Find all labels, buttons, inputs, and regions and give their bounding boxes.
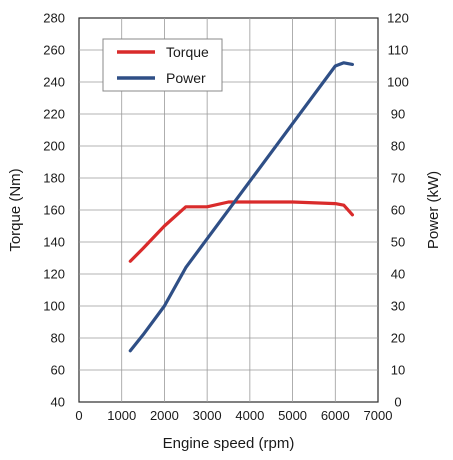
y2-tick-label: 50 bbox=[391, 235, 405, 250]
y2-tick-label: 20 bbox=[391, 331, 405, 346]
y-tick-label: 220 bbox=[43, 107, 65, 122]
y-tick-label: 120 bbox=[43, 267, 65, 282]
y2-tick-label: 70 bbox=[391, 171, 405, 186]
y2-axis-ticks: 0 10 20 30 40 50 60 70 80 90 100 110 120 bbox=[387, 11, 409, 410]
y2-axis-title: Power (kW) bbox=[425, 171, 442, 249]
series-line-torque bbox=[128, 200, 354, 263]
x-tick-label: 0 bbox=[75, 408, 82, 423]
y2-tick-label: 60 bbox=[391, 203, 405, 218]
series-line-power bbox=[128, 61, 354, 353]
y-tick-label: 60 bbox=[51, 363, 65, 378]
x-tick-label: 1000 bbox=[107, 408, 136, 423]
legend-box bbox=[102, 38, 223, 92]
y2-tick-label: 80 bbox=[391, 139, 405, 154]
x-axis-title: Engine speed (rpm) bbox=[163, 435, 295, 452]
x-axis-ticks: 0 1000 2000 3000 4000 5000 6000 7000 bbox=[75, 408, 392, 423]
series-lines bbox=[128, 61, 354, 353]
y-axis-title: Torque (Nm) bbox=[7, 168, 24, 251]
y2-tick-label: 10 bbox=[391, 363, 405, 378]
legend-label-power: Power bbox=[166, 70, 206, 86]
y-tick-label: 160 bbox=[43, 203, 65, 218]
x-tick-label: 4000 bbox=[235, 408, 264, 423]
y-tick-label: 240 bbox=[43, 75, 65, 90]
y-axis-ticks: 40 60 80 100 120 140 160 180 200 220 240 260 280 bbox=[43, 11, 65, 410]
legend: Torque Power bbox=[102, 38, 223, 92]
y2-tick-label: 110 bbox=[388, 43, 409, 58]
y2-tick-label: 120 bbox=[387, 11, 409, 26]
y-tick-label: 80 bbox=[51, 331, 65, 346]
legend-label-torque: Torque bbox=[166, 44, 209, 60]
y2-tick-label: 90 bbox=[391, 107, 405, 122]
y-tick-label: 40 bbox=[51, 395, 65, 410]
y-tick-label: 260 bbox=[43, 43, 65, 58]
x-tick-label: 5000 bbox=[278, 408, 307, 423]
x-tick-label: 3000 bbox=[193, 408, 222, 423]
x-tick-label: 7000 bbox=[364, 408, 393, 423]
y-tick-label: 280 bbox=[43, 11, 65, 26]
x-tick-label: 2000 bbox=[150, 408, 179, 423]
y2-tick-label: 30 bbox=[391, 299, 405, 314]
y2-tick-label: 100 bbox=[387, 75, 409, 90]
y2-tick-label: 40 bbox=[391, 267, 405, 282]
y2-tick-label: 0 bbox=[394, 395, 401, 410]
y-tick-label: 200 bbox=[43, 139, 65, 154]
y-tick-label: 180 bbox=[43, 171, 65, 186]
x-tick-label: 6000 bbox=[321, 408, 350, 423]
y-tick-label: 140 bbox=[43, 235, 65, 250]
y-tick-label: 100 bbox=[43, 299, 65, 314]
